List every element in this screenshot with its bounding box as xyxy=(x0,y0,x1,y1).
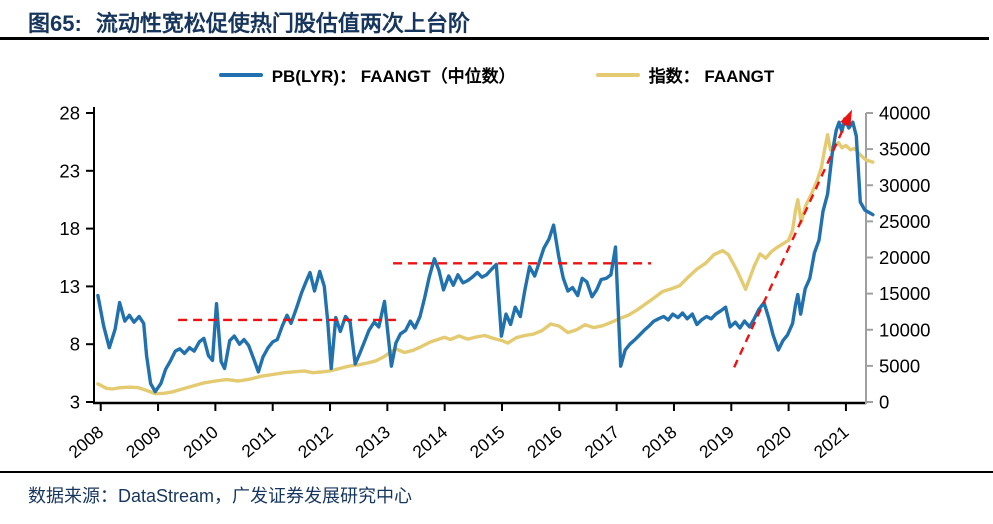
footer-divider xyxy=(0,471,993,473)
svg-text:2009: 2009 xyxy=(122,422,165,462)
legend-label-pb: PB(LYR)： FAANGT（中位数） xyxy=(271,67,516,86)
svg-text:2021: 2021 xyxy=(810,422,853,462)
left-axis-label: 28 xyxy=(59,103,80,124)
x-axis-label: 2018 xyxy=(638,422,681,462)
svg-text:2015: 2015 xyxy=(466,422,509,462)
x-axis-label: 2012 xyxy=(294,422,337,462)
legend-item-index: 指数： FAANGT xyxy=(595,62,775,87)
x-axis-label: 2013 xyxy=(351,422,394,462)
right-axis-label: 35000 xyxy=(879,139,930,160)
x-axis-label: 2010 xyxy=(179,422,222,463)
svg-text:2017: 2017 xyxy=(581,422,624,462)
right-axis-label: 15000 xyxy=(879,283,930,304)
figure-title-text: 流动性宽松促使热门股估值两次上台阶 xyxy=(95,11,470,36)
legend-item-pb: PB(LYR)： FAANGT（中位数） xyxy=(218,62,516,87)
left-axis-label: 13 xyxy=(59,276,80,297)
x-axis-label: 2017 xyxy=(581,422,624,462)
svg-text:2010: 2010 xyxy=(179,422,222,463)
figure-number: 图65: xyxy=(28,11,82,36)
trend-arrowhead-icon xyxy=(840,109,853,127)
index-line-series xyxy=(96,133,875,396)
svg-text:2013: 2013 xyxy=(351,422,394,462)
svg-text:2014: 2014 xyxy=(409,422,452,463)
legend-label-index: 指数： FAANGT xyxy=(648,67,775,86)
svg-text:2016: 2016 xyxy=(523,422,566,462)
svg-text:2018: 2018 xyxy=(638,422,681,462)
data-source: 数据来源：DataStream，广发证券发展研究中心 xyxy=(28,486,413,506)
x-axis-label: 2015 xyxy=(466,422,509,462)
right-axis-label: 10000 xyxy=(879,319,930,340)
legend-line-swatch-yellow xyxy=(595,72,640,77)
x-axis-label: 2008 xyxy=(65,422,108,462)
right-axis-label: 5000 xyxy=(879,355,920,376)
svg-text:2019: 2019 xyxy=(695,422,738,462)
right-axis-label: 40000 xyxy=(879,103,930,124)
x-axis-label: 2021 xyxy=(810,422,853,462)
x-axis-label: 2009 xyxy=(122,422,165,462)
svg-text:2020: 2020 xyxy=(753,422,796,463)
title-divider xyxy=(0,37,989,40)
right-axis-label: 25000 xyxy=(879,211,930,232)
x-axis-label: 2020 xyxy=(753,422,796,463)
x-axis-label: 2016 xyxy=(523,422,566,462)
left-axis-label: 3 xyxy=(70,392,80,413)
svg-text:2012: 2012 xyxy=(294,422,337,462)
pb-line-series xyxy=(96,117,875,394)
right-axis-label: 0 xyxy=(879,392,889,413)
x-axis-label: 2011 xyxy=(238,422,280,462)
right-axis-label: 20000 xyxy=(879,247,930,268)
svg-text:2008: 2008 xyxy=(65,422,108,462)
legend-line-swatch-blue xyxy=(218,72,263,77)
x-axis-label: 2019 xyxy=(695,422,738,462)
left-axis-label: 8 xyxy=(70,334,80,355)
page-title: 图65: 流动性宽松促使热门股估值两次上台阶 xyxy=(28,6,470,38)
left-axis-label: 23 xyxy=(59,160,80,181)
right-axis-label: 30000 xyxy=(879,175,930,196)
svg-text:2011: 2011 xyxy=(238,422,280,462)
trend-arrow-line xyxy=(733,121,848,368)
chart-legend: PB(LYR)： FAANGT（中位数） 指数： FAANGT xyxy=(0,62,993,87)
x-axis-label: 2014 xyxy=(409,422,452,463)
left-axis-label: 18 xyxy=(59,218,80,239)
